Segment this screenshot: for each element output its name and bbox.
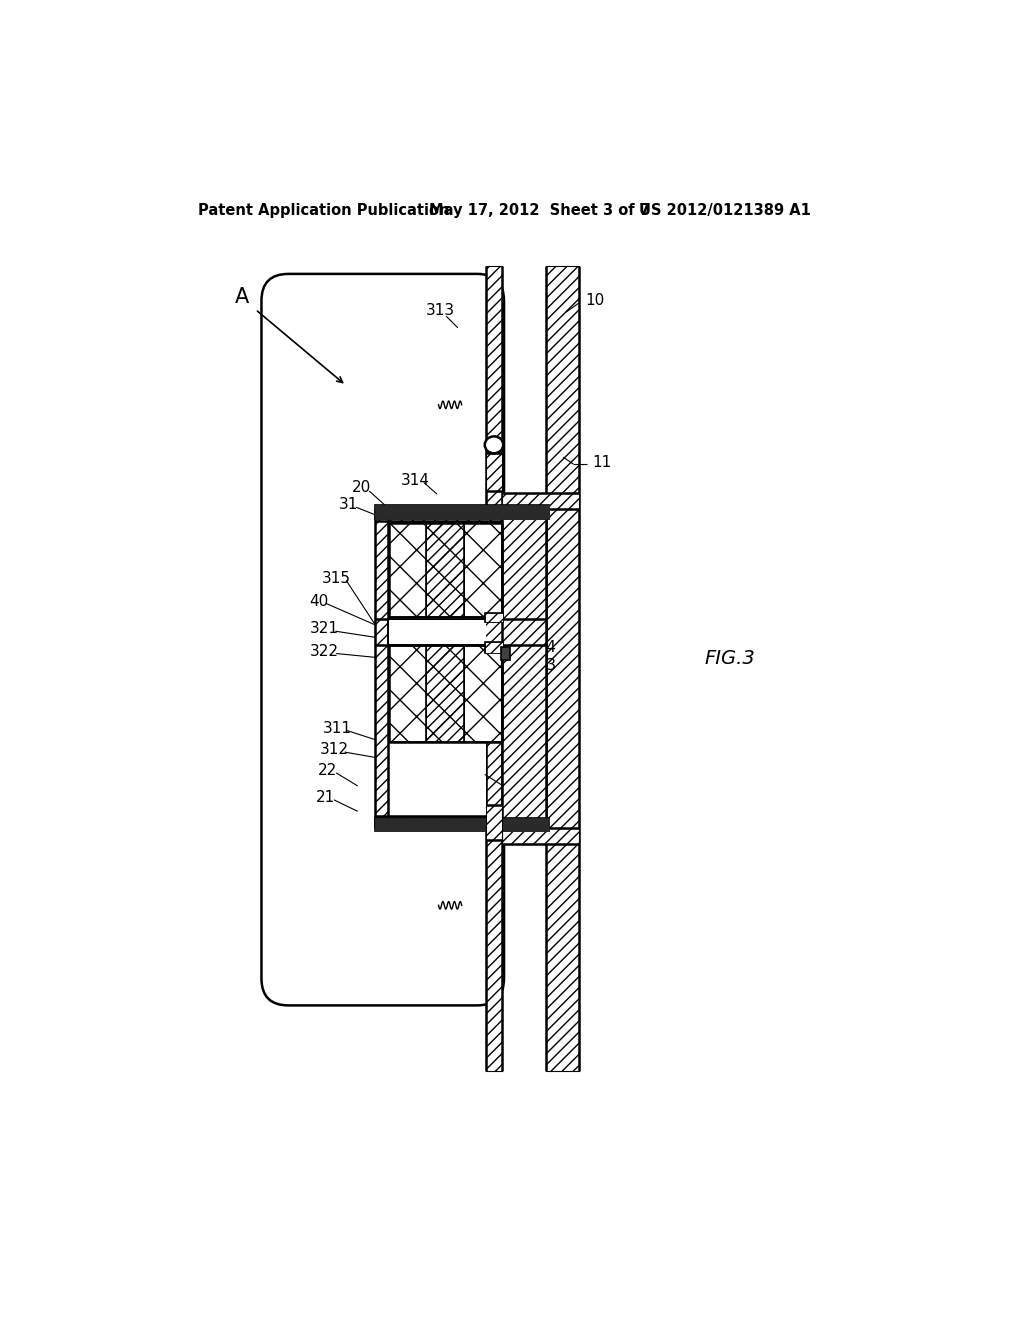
Text: 40: 40	[309, 594, 328, 609]
Text: 20: 20	[352, 480, 371, 495]
Text: US 2012/0121389 A1: US 2012/0121389 A1	[639, 203, 811, 218]
Bar	[484, 612, 503, 622]
Bar	[464, 645, 502, 742]
Bar	[426, 645, 464, 742]
Bar	[464, 524, 502, 616]
Text: 323: 323	[528, 657, 557, 673]
Bar	[426, 524, 464, 616]
Text: 32: 32	[528, 521, 547, 537]
Bar	[486, 805, 502, 840]
Bar	[503, 494, 579, 508]
Bar	[376, 817, 549, 832]
Bar	[486, 267, 502, 1071]
Ellipse shape	[484, 437, 503, 453]
Bar	[376, 506, 549, 519]
Bar	[501, 647, 510, 660]
Bar	[388, 524, 426, 616]
FancyBboxPatch shape	[261, 275, 504, 1006]
Text: 314: 314	[401, 473, 430, 488]
Text: 321: 321	[310, 620, 339, 636]
Text: A: A	[236, 286, 249, 308]
Bar	[376, 816, 503, 829]
Bar	[388, 620, 485, 644]
Bar	[376, 508, 503, 521]
Text: 311: 311	[323, 721, 351, 735]
Bar	[486, 453, 502, 491]
Bar	[503, 508, 547, 829]
Text: 324: 324	[528, 640, 557, 655]
Text: FIG.3: FIG.3	[705, 649, 755, 668]
Text: 312: 312	[321, 742, 349, 758]
Text: 315: 315	[322, 570, 350, 586]
Bar	[484, 642, 503, 653]
Text: 10: 10	[585, 293, 604, 309]
Text: Patent Application Publication: Patent Application Publication	[199, 203, 450, 218]
Bar	[426, 645, 464, 742]
Bar	[484, 612, 503, 622]
Text: 313: 313	[426, 302, 455, 318]
Text: 31: 31	[339, 498, 358, 512]
Bar	[376, 619, 547, 645]
Text: 322: 322	[310, 644, 339, 659]
Text: 22: 22	[318, 763, 337, 777]
Bar	[503, 829, 579, 843]
Bar	[388, 645, 486, 816]
Bar	[484, 642, 503, 653]
Bar	[388, 521, 486, 619]
Text: 50: 50	[528, 678, 547, 693]
Bar	[426, 524, 464, 616]
Bar	[376, 506, 549, 519]
Bar	[547, 267, 579, 1071]
Text: 11: 11	[593, 455, 611, 470]
Text: May 17, 2012  Sheet 3 of 7: May 17, 2012 Sheet 3 of 7	[429, 203, 650, 218]
Text: 21: 21	[315, 789, 335, 805]
Text: 23: 23	[469, 766, 488, 780]
Bar	[376, 817, 549, 832]
Bar	[388, 645, 426, 742]
Bar	[376, 508, 388, 829]
